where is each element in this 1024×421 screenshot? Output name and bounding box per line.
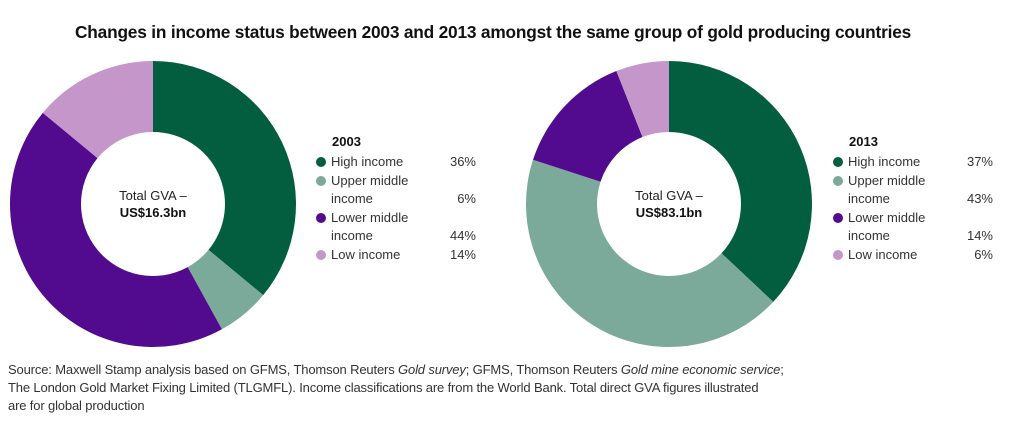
legend-label-cont: income (331, 228, 373, 243)
donut-slice-low-income (42, 61, 153, 159)
donut-slice-upper-middle-income (526, 159, 774, 347)
legend-value: 43% (966, 191, 993, 206)
donut-chart-2003 (9, 61, 296, 348)
legend-dot-lower-middle-income (316, 212, 326, 223)
legend-2003: 2003 High income 36% Upper middle income… (316, 133, 476, 264)
legend-item-low-income: Low income 14% (316, 246, 476, 265)
legend-value: 37% (966, 154, 993, 169)
donut-slice-low-income (616, 61, 669, 138)
legend-title: 2003 (332, 134, 361, 149)
legend-label: High income (331, 154, 404, 169)
legend-value: 6% (457, 191, 476, 206)
legend-item-lower-middle-income: Lower middle income 44% (316, 209, 476, 246)
legend-item-lower-middle-income: Lower middle income 14% (833, 209, 993, 246)
legend-label: High income (848, 154, 921, 169)
legend-label-cont: income (331, 191, 373, 206)
legend-dot-upper-middle-income (316, 175, 326, 186)
center-label-2003: Total GVA – US$16.3bn (83, 187, 223, 221)
center-label-2013: Total GVA – US$83.1bn (599, 187, 739, 221)
legend-label: Low income (331, 246, 401, 262)
legend-label: Lower middle (331, 209, 409, 225)
legend-dot-high-income (316, 157, 326, 167)
footnote-text: ; (780, 362, 784, 377)
donut-slice-high-income (669, 61, 812, 302)
legend-label: Upper middle (848, 172, 926, 188)
legend-dot-high-income (833, 157, 843, 167)
donut-slice-high-income (153, 61, 296, 296)
legend-label: Lower middle (848, 209, 926, 225)
legend-item-high-income: High income 37% (833, 153, 993, 172)
legend-label-cont: income (848, 228, 890, 243)
legend-item-upper-middle-income: Upper middle income 6% (316, 172, 476, 209)
center-label-text: Total GVA – (635, 188, 703, 203)
legend-dot-upper-middle-income (833, 175, 843, 186)
legend-value: 14% (966, 228, 993, 243)
center-label-text: Total GVA – (119, 188, 187, 203)
footnote-italic: Gold survey (398, 362, 466, 377)
legend-item-low-income: Low income 6% (833, 246, 993, 265)
donut-slice-lower-middle-income (9, 112, 222, 348)
footnote-text: are for global production (8, 398, 145, 413)
donut-chart-2013 (526, 61, 812, 347)
footnote-text: The London Gold Market Fixing Limited (T… (8, 380, 759, 395)
footnote-text: Source: Maxwell Stamp analysis based on … (8, 362, 399, 377)
donut-slice-lower-middle-income (532, 71, 643, 182)
legend-label: Low income (848, 246, 918, 262)
legend-dot-low-income (316, 249, 326, 260)
footnote-text: ; GFMS, Thomson Reuters (465, 362, 621, 377)
legend-2013: 2013 High income 37% Upper middle income… (833, 133, 993, 264)
legend-item-upper-middle-income: Upper middle income 43% (833, 172, 993, 209)
center-value: US$83.1bn (635, 205, 703, 220)
legend-value: 14% (449, 246, 476, 262)
legend-dot-low-income (833, 249, 843, 260)
center-value: US$16.3bn (119, 205, 187, 220)
chart-title: Changes in income status between 2003 an… (75, 22, 912, 42)
legend-label: Upper middle (331, 172, 409, 188)
footnote-italic: Gold mine economic service (620, 362, 781, 377)
legend-item-high-income: High income 36% (316, 153, 476, 172)
donut-slice-upper-middle-income (187, 249, 264, 330)
legend-value: 36% (449, 154, 476, 169)
legend-dot-lower-middle-income (833, 212, 843, 223)
legend-value: 44% (449, 228, 476, 243)
source-footnote: Source: Maxwell Stamp analysis based on … (8, 361, 888, 415)
legend-title: 2013 (849, 134, 878, 149)
legend-value: 6% (974, 246, 993, 262)
legend-label-cont: income (848, 191, 890, 206)
